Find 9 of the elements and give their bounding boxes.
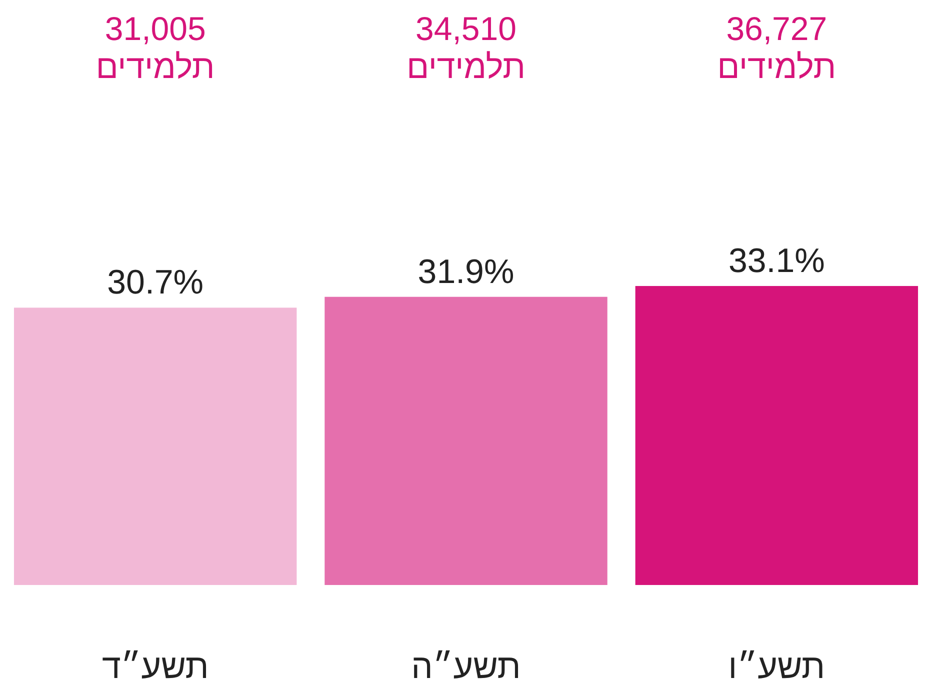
text: 31,005 תלמידים	[94, 10, 216, 86]
text: 36,727 תלמידים	[716, 10, 838, 86]
text: 34,510 תלמידים	[406, 10, 526, 86]
data-label: 30.7%	[107, 264, 204, 302]
x-tick-label: תשע״ה	[411, 648, 521, 684]
x-tick-label: תשע״ו	[728, 648, 826, 684]
data-label: 31.9%	[418, 252, 514, 291]
data-label: 33.1%	[728, 242, 825, 280]
x-tick-label: תשע״ד	[102, 648, 209, 684]
